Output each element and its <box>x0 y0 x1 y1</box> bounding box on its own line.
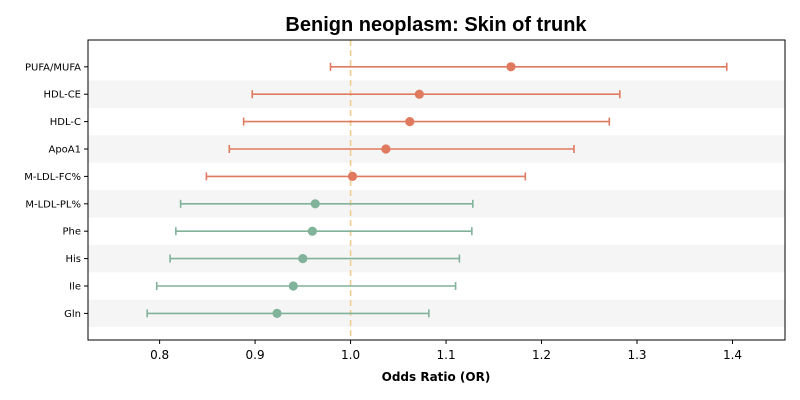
y-tick-label: HDL-C <box>50 117 81 128</box>
x-tick-label: 1.0 <box>341 348 360 362</box>
or-point <box>298 254 308 264</box>
y-tick-label: HDL-CE <box>43 90 81 101</box>
y-tick-label: His <box>65 254 81 265</box>
y-tick-label: Phe <box>62 227 81 238</box>
y-tick-label: M-LDL-PL% <box>25 199 81 210</box>
y-tick-label: ApoA1 <box>48 145 81 156</box>
or-point <box>381 144 391 154</box>
chart-title: Benign neoplasm: Skin of trunk <box>285 14 587 36</box>
y-axis: PUFA/MUFA HDL-CE HDL-C ApoA1 M-LDL-FC% M-LDL-… <box>24 62 88 320</box>
or-point <box>405 117 415 127</box>
or-point <box>288 281 298 291</box>
or-point <box>272 308 282 318</box>
y-tick-label: M-LDL-FC% <box>24 172 81 183</box>
y-tick-label: Ile <box>69 282 81 293</box>
or-point <box>310 199 320 209</box>
y-tick-label: PUFA/MUFA <box>25 62 81 73</box>
or-point <box>414 89 424 99</box>
x-tick-label: 1.2 <box>532 348 551 362</box>
x-tick-label: 0.8 <box>150 348 169 362</box>
estimates-group <box>146 62 728 318</box>
plot-frame <box>87 39 786 341</box>
or-point <box>506 62 516 72</box>
x-tick-label: 0.9 <box>246 348 265 362</box>
or-point <box>347 171 358 181</box>
y-tick-label: Gln <box>64 309 81 320</box>
x-tick-label: 1.3 <box>627 348 646 362</box>
x-axis: 0.8 0.9 1.0 1.1 1.2 1.3 1.4 <box>150 340 742 362</box>
or-point <box>307 226 317 236</box>
x-tick-label: 1.1 <box>437 348 456 362</box>
x-tick-label: 1.4 <box>723 348 742 362</box>
x-axis-title: Odds Ratio (OR) <box>382 370 491 384</box>
